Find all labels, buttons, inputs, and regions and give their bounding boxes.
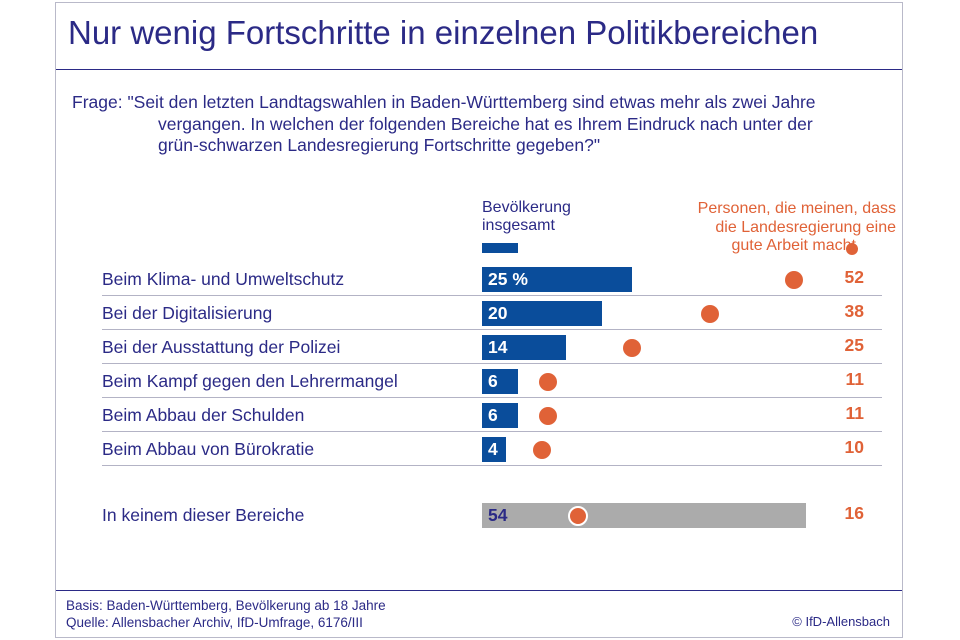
dot-good-work: [701, 304, 719, 323]
row-divider: [102, 329, 882, 330]
legend-good-line-1: Personen, die meinen, dass: [697, 200, 896, 217]
legend-total-line-1: Bevölkerung: [482, 199, 571, 216]
chart-row: Beim Abbau der Schulden 6 11: [0, 398, 960, 432]
bar-total: [482, 301, 602, 326]
bar-total: [482, 503, 806, 528]
bar-total: [482, 369, 518, 394]
bar-total-value: 4: [488, 439, 498, 459]
dot-good-work: [539, 406, 557, 425]
footer: Basis: Baden-Württemberg, Bevölkerung ab…: [66, 597, 386, 631]
good-work-value: 52: [844, 267, 864, 287]
good-work-value: 10: [844, 437, 864, 457]
survey-question: Frage: "Seit den letzten Landtagswahlen …: [72, 92, 892, 157]
row-divider: [102, 363, 882, 364]
question-line-3: grün-schwarzen Landesregierung Fortschri…: [158, 135, 601, 155]
bar-total: [482, 403, 518, 428]
footer-divider: [56, 590, 902, 591]
dot-good-work: [533, 440, 551, 459]
legend-good-line-3: gute Arbeit macht: [731, 237, 856, 254]
dot-good-work: [623, 338, 641, 357]
good-work-value: 11: [845, 369, 865, 389]
legend-total-line-2: insgesamt: [482, 217, 555, 234]
bar-total: [482, 437, 506, 462]
category-label: Bei der Ausstattung der Polizei: [102, 337, 341, 357]
category-label: Beim Abbau der Schulden: [102, 405, 305, 425]
category-label: Beim Klima- und Umweltschutz: [102, 269, 345, 289]
dot-good-work: [539, 372, 557, 391]
row-divider: [102, 465, 882, 466]
legend-total: Bevölkerung insgesamt: [482, 199, 602, 235]
footer-source: Quelle: Allensbacher Archiv, IfD-Umfrage…: [66, 615, 363, 630]
legend-total-swatch: [482, 243, 518, 253]
chart-row: Beim Kampf gegen den Lehrermangel 6 11: [0, 364, 960, 398]
footer-basis: Basis: Baden-Württemberg, Bevölkerung ab…: [66, 598, 386, 613]
category-label: Beim Kampf gegen den Lehrermangel: [102, 371, 398, 391]
chart-title: Nur wenig Fortschritte in einzelnen Poli…: [68, 14, 819, 51]
legend-good-work: Personen, die meinen, dass die Landesreg…: [666, 200, 896, 256]
category-label: Bei der Digitalisierung: [102, 303, 273, 323]
row-divider: [102, 397, 882, 398]
row-divider: [102, 295, 882, 296]
good-work-value: 25: [844, 335, 864, 355]
good-work-value: 16: [844, 503, 864, 523]
bar-total-value: 14: [488, 337, 508, 357]
dot-good-work: [568, 505, 588, 526]
chart-row: Beim Abbau von Bürokratie 4 10: [0, 432, 960, 466]
bar-total: [482, 267, 632, 292]
category-label: In keinem dieser Bereiche: [102, 505, 305, 525]
category-label: Beim Abbau von Bürokratie: [102, 439, 315, 459]
title-divider: [56, 69, 902, 70]
bar-total-value: 6: [488, 371, 498, 391]
good-work-value: 11: [845, 403, 865, 423]
question-line-2: vergangen. In welchen der folgenden Bere…: [158, 113, 813, 134]
row-divider: [102, 431, 882, 432]
chart-row: Bei der Ausstattung der Polizei 14 25: [0, 330, 960, 364]
bar-total-value: 54: [488, 505, 508, 525]
dot-good-work: [785, 270, 803, 289]
bar-total-value: 6: [488, 405, 498, 425]
legend-good-dot: [846, 243, 858, 255]
bar-total-value: 20: [488, 303, 508, 323]
copyright: © IfD-Allensbach: [792, 614, 890, 629]
legend-good-line-2: die Landesregierung eine: [715, 218, 896, 236]
chart-row: Bei der Digitalisierung 20 38: [0, 296, 960, 330]
chart-row-none: In keinem dieser Bereiche 54 16: [0, 498, 960, 532]
good-work-value: 38: [844, 301, 864, 321]
chart-frame: [55, 2, 903, 638]
bar-total: [482, 335, 566, 360]
question-line-1: Frage: "Seit den letzten Landtagswahlen …: [72, 92, 816, 112]
chart-row: Beim Klima- und Umweltschutz 25 % 52: [0, 262, 960, 296]
bar-total-value: 25 %: [488, 269, 528, 289]
